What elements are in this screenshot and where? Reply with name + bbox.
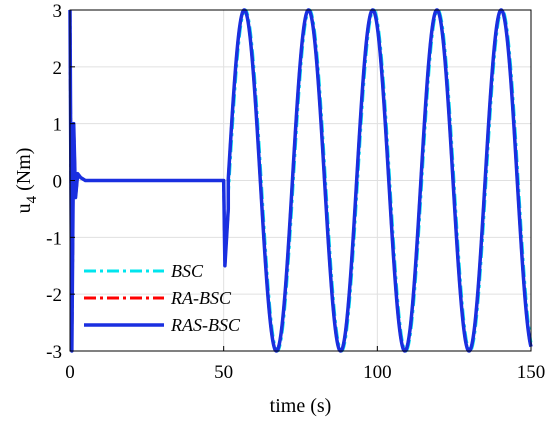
x-tick-label: 150 [517,362,546,383]
legend-label-bsc: BSC [171,261,204,281]
legend-label-ra-bsc: RA-BSC [170,288,232,308]
x-tick-label: 0 [65,362,75,383]
y-tick-label: -1 [46,228,62,249]
x-tick-label: 50 [214,362,233,383]
x-axis-label: time (s) [270,395,332,417]
y-tick-label: 1 [53,115,63,136]
y-tick-label: 3 [53,1,63,22]
y-tick-label: -2 [46,285,62,306]
y-tick-label: 2 [53,58,63,79]
axis-ticks: 0 50 100 150 -3 -2 -1 0 1 2 3 [46,1,545,383]
x-tick-label: 100 [363,362,392,383]
y-axis-label-unit: (Nm) [13,148,35,196]
y-axis-label-sub: 4 [24,195,40,203]
legend-label-ras-bsc: RAS-BSC [170,315,241,335]
y-axis-label-main: u [13,203,35,213]
legend: BSC RA-BSC RAS-BSC [84,261,241,335]
y-tick-label: 0 [53,172,63,193]
y-axis-label: u4 (Nm) [13,148,40,214]
y-tick-label: -3 [46,342,62,363]
